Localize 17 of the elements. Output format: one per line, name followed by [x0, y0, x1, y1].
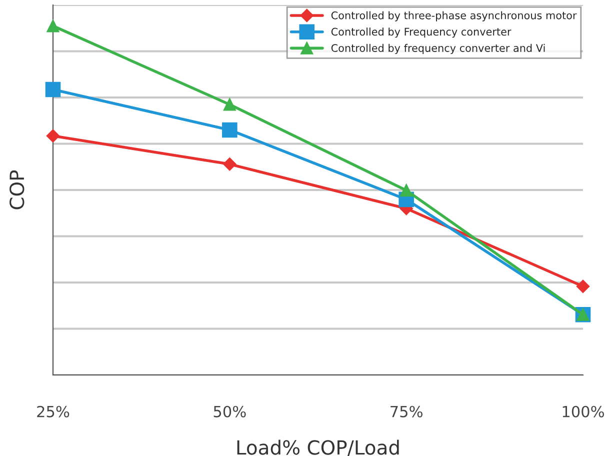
legend-label: Controlled by three-phase asynchronous motor	[331, 11, 577, 22]
point	[46, 20, 60, 32]
point	[46, 129, 60, 142]
point	[45, 82, 61, 98]
legend-label: Controlled by frequency converter and Vi	[331, 44, 545, 54]
x-tick-label: 100%	[562, 406, 604, 418]
legend-label: Controlled by Frequency converter	[331, 28, 512, 38]
x-tick-label: 50%	[214, 406, 246, 418]
x-tick-label: 25%	[37, 406, 70, 418]
point	[576, 280, 590, 293]
point	[223, 98, 236, 111]
point	[223, 158, 236, 171]
y-axis-title: COP	[10, 170, 24, 210]
x-axis-title: Load% COP/Load	[237, 440, 399, 456]
point	[400, 184, 413, 197]
point	[222, 122, 238, 138]
x-tick-label: 75%	[390, 406, 422, 418]
